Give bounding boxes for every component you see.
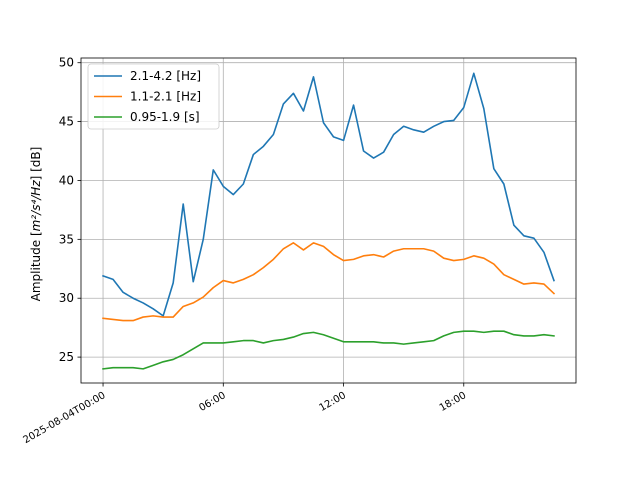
y-tick-label: 35 (59, 232, 74, 246)
x-tick-label: 18:00 (438, 390, 468, 414)
y-axis-label: Amplitude [m²/s⁴/Hz] [dB] (29, 147, 43, 302)
y-tick-label: 30 (59, 291, 74, 305)
series-line-2 (102, 330, 555, 370)
y-tick-label: 50 (59, 56, 74, 70)
x-tick-label: 12:00 (318, 390, 348, 414)
series-lines (102, 72, 556, 370)
y-axis: 25 30 35 40 45 50 (59, 56, 81, 364)
y-tick-label: 25 (59, 350, 74, 364)
series-line-0 (102, 72, 555, 317)
legend-label: 0.95-1.9 [s] (130, 110, 200, 124)
legend-box (87, 63, 220, 130)
x-tick-label: 06:00 (197, 390, 227, 414)
plot-frame (80, 57, 577, 384)
x-tick-label: 2025-08-04T00:00 (21, 390, 107, 446)
series-line-1 (102, 242, 556, 322)
x-axis: 2025-08-04T00:00 06:00 12:00 18:00 (21, 383, 468, 446)
legend: 2.1-4.2 [Hz] 1.1-2.1 [Hz] 0.95-1.9 [s] (87, 63, 220, 130)
legend-label: 2.1-4.2 [Hz] (130, 69, 201, 83)
y-tick-label: 45 (59, 115, 74, 129)
legend-label: 1.1-2.1 [Hz] (130, 90, 201, 104)
y-tick-label: 40 (59, 173, 74, 187)
